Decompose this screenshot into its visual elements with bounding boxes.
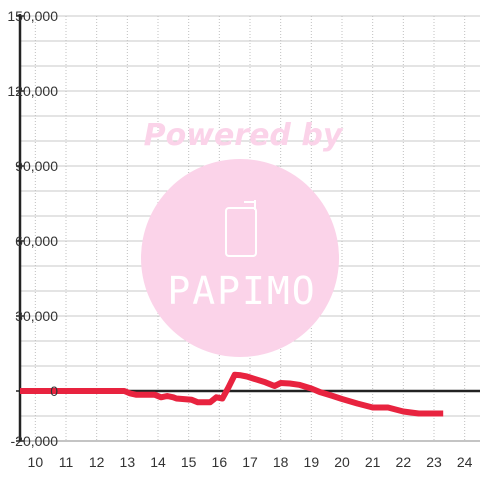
x-tick-label: 11 xyxy=(59,454,74,470)
series-line xyxy=(20,371,444,417)
x-tick-label: 14 xyxy=(150,454,166,470)
tick-labels: 150,000 120,000 90,000 60,000 30,000 0 -20,000… xyxy=(7,8,472,470)
y-tick-label: 150,000 xyxy=(7,8,58,24)
grid-lines xyxy=(20,15,480,441)
x-tick-label: 15 xyxy=(181,454,197,470)
x-tick-label: 12 xyxy=(89,454,105,470)
y-tick-label: -20,000 xyxy=(11,433,59,449)
y-tick-label: 0 xyxy=(50,383,58,399)
y-tick-label: 60,000 xyxy=(15,233,58,249)
phone-icon xyxy=(225,200,257,257)
watermark: Powered by PAPIMO xyxy=(141,118,344,357)
x-tick-label: 22 xyxy=(396,454,412,470)
x-tick-label: 17 xyxy=(242,454,258,470)
x-tick-label: 16 xyxy=(212,454,228,470)
x-tick-label: 10 xyxy=(28,454,44,470)
y-tick-label: 120,000 xyxy=(7,83,58,99)
x-tick-label: 21 xyxy=(365,454,381,470)
x-tick-label: 13 xyxy=(120,454,136,470)
x-tick-label: 18 xyxy=(273,454,289,470)
y-tick-label: 90,000 xyxy=(15,158,58,174)
watermark-text: Powered by xyxy=(144,118,344,153)
x-tick-label: 19 xyxy=(304,454,320,470)
series-layer xyxy=(20,371,444,417)
x-tick-label: 24 xyxy=(457,454,473,470)
watermark-circle xyxy=(141,159,339,357)
y-tick-label: 30,000 xyxy=(15,308,58,324)
watermark-logo: PAPIMO xyxy=(167,269,316,313)
x-tick-label: 20 xyxy=(334,454,350,470)
x-tick-label: 23 xyxy=(426,454,442,470)
